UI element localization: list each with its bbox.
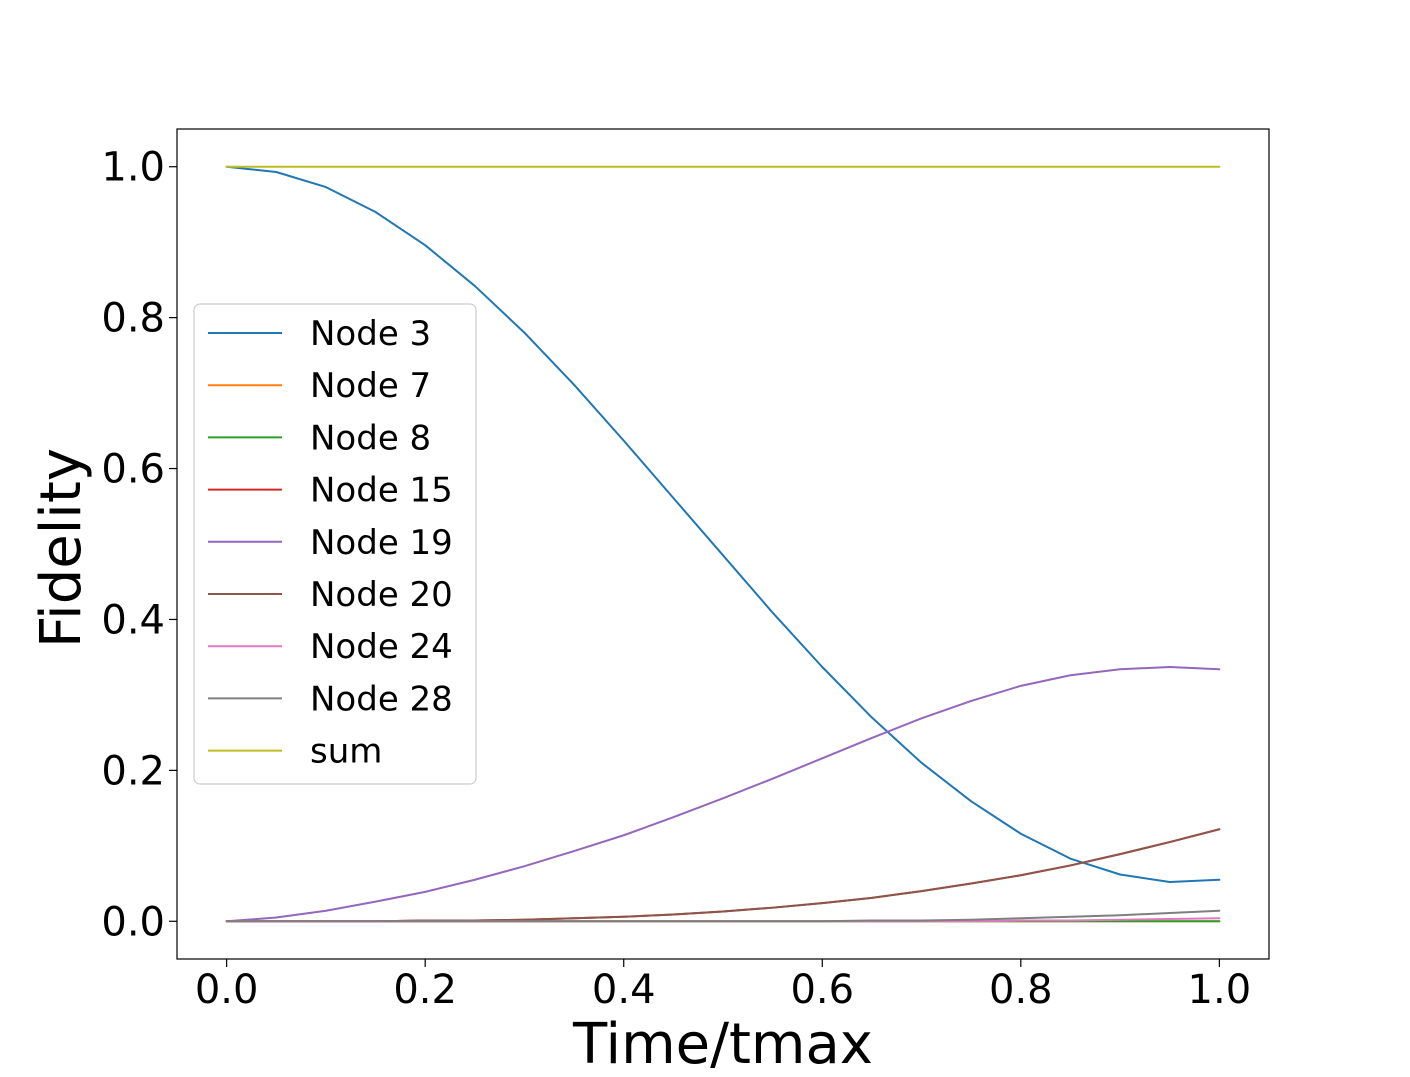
legend-item: Node 8	[208, 418, 431, 458]
y-tick-label: 0.0	[101, 899, 165, 945]
y-tick-label: 0.4	[101, 597, 165, 643]
x-tick-label: 0.0	[195, 967, 259, 1013]
legend-label: Node 28	[310, 679, 453, 719]
legend-item: Node 7	[208, 366, 431, 406]
x-tick-label: 0.6	[790, 967, 854, 1013]
legend-label: Node 20	[310, 575, 453, 615]
x-tick-label: 1.0	[1188, 967, 1252, 1013]
legend-label: Node 15	[310, 471, 453, 511]
legend-label: Node 8	[310, 418, 431, 458]
legend-label: sum	[310, 732, 382, 772]
series-line-1	[225, 165, 1221, 884]
x-tick-label: 0.8	[989, 967, 1053, 1013]
y-axis-ticks: 0.0 0.2 0.4 0.6 0.8 1.0	[101, 145, 177, 945]
series-line-4	[225, 828, 1221, 923]
y-tick-label: 0.6	[101, 447, 165, 493]
legend-item: Node 15	[208, 471, 453, 511]
legend-item: Node 3	[208, 314, 431, 354]
legend-item: sum	[208, 732, 382, 772]
legend-label: Node 19	[310, 523, 453, 563]
y-tick-label: 0.8	[101, 296, 165, 342]
y-axis-label: Fidelity	[29, 448, 94, 648]
x-tick-label: 0.4	[592, 967, 656, 1013]
legend-label: Node 3	[310, 314, 431, 354]
series-line-5	[225, 665, 1221, 923]
series-lines	[225, 165, 1221, 923]
legend-box	[193, 303, 477, 785]
y-tick-label: 1.0	[101, 145, 165, 191]
legend-item: Node 19	[208, 523, 453, 563]
x-axis-label: Time/tmax	[572, 1012, 873, 1077]
legend-item: Node 24	[208, 627, 453, 667]
plot-area-frame	[176, 128, 1270, 960]
legend-item: Node 28	[208, 679, 453, 719]
legend: Node 3 Node 7 Node 8 Node 15 Node 19 Node 20 N…	[193, 303, 477, 785]
x-axis-ticks: 0.0 0.2 0.4 0.6 0.8 1.0	[195, 959, 1251, 1013]
series-line-8	[225, 909, 1221, 923]
legend-label: Node 7	[310, 366, 431, 406]
legend-label: Node 24	[310, 627, 453, 667]
y-tick-label: 0.2	[101, 748, 165, 794]
legend-item: Node 20	[208, 575, 453, 615]
x-tick-label: 0.2	[393, 967, 457, 1013]
series-line-6	[225, 828, 1221, 923]
